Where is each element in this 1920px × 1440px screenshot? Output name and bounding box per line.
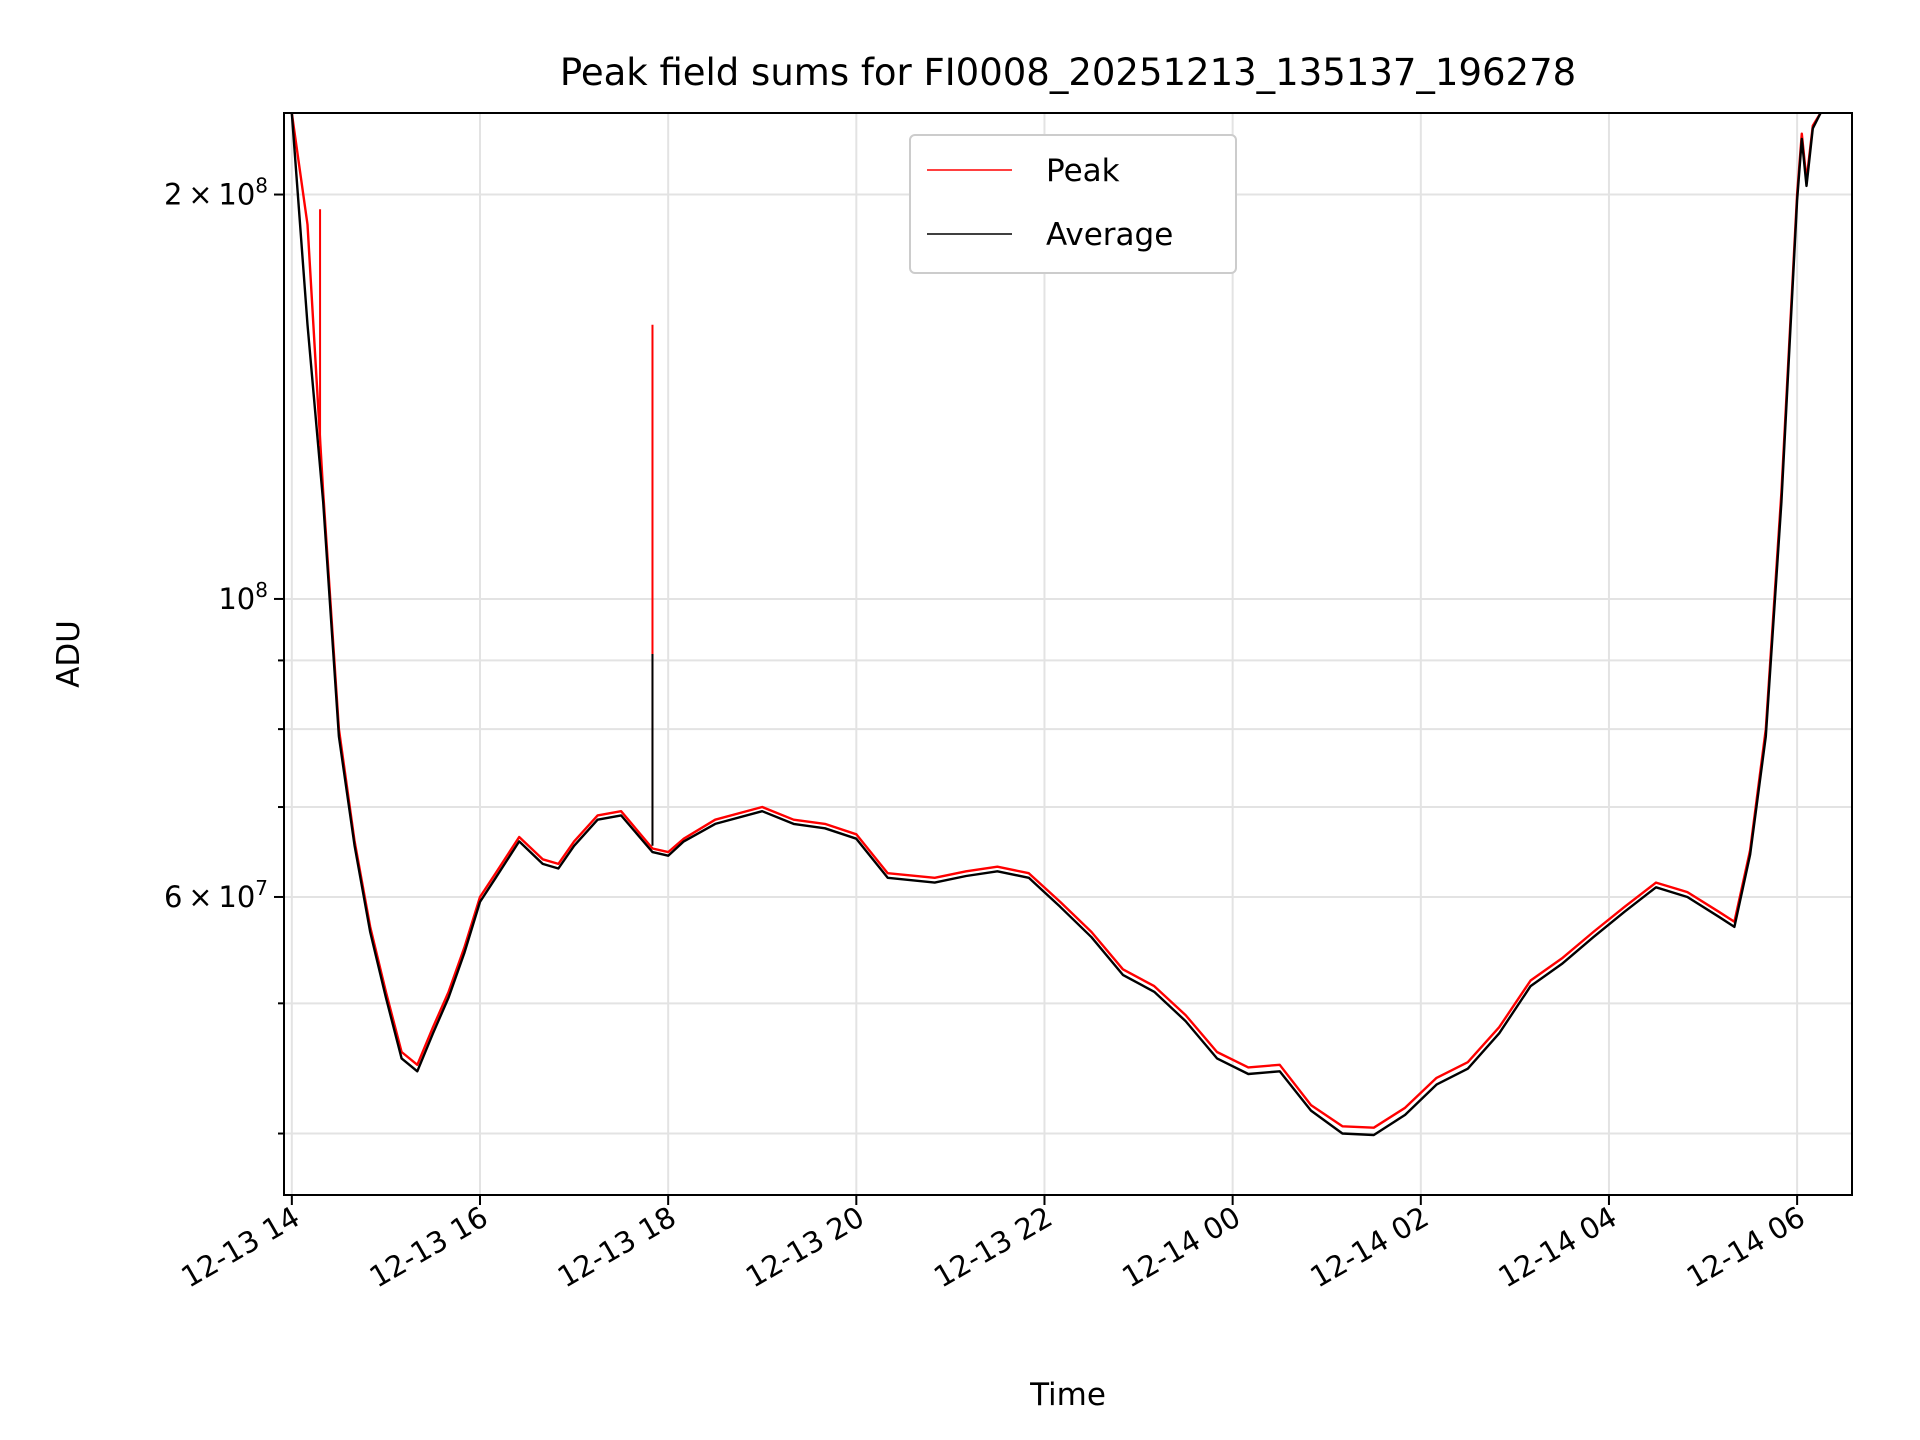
series-layer [290, 113, 1822, 1137]
y-axis: 2 × 108 108 6 × 107 [164, 174, 284, 1135]
series-line-peak [290, 113, 1822, 1129]
y-tick-label: 2 × 108 [164, 174, 268, 212]
x-axis-label: Time [1029, 1377, 1106, 1413]
chart-title: Peak field sums for FI0008_20251213_1351… [560, 51, 1576, 94]
legend-label-peak: Peak [1046, 153, 1120, 189]
y-tick-label: 6 × 107 [164, 876, 268, 914]
legend: Peak Average [909, 134, 1237, 274]
y-axis-label: ADU [51, 620, 87, 688]
series-line-average [290, 113, 1822, 1137]
legend-label-average: Average [1046, 217, 1173, 253]
y-tick-label: 108 [218, 578, 268, 616]
plot-area-frame [283, 112, 1853, 1196]
